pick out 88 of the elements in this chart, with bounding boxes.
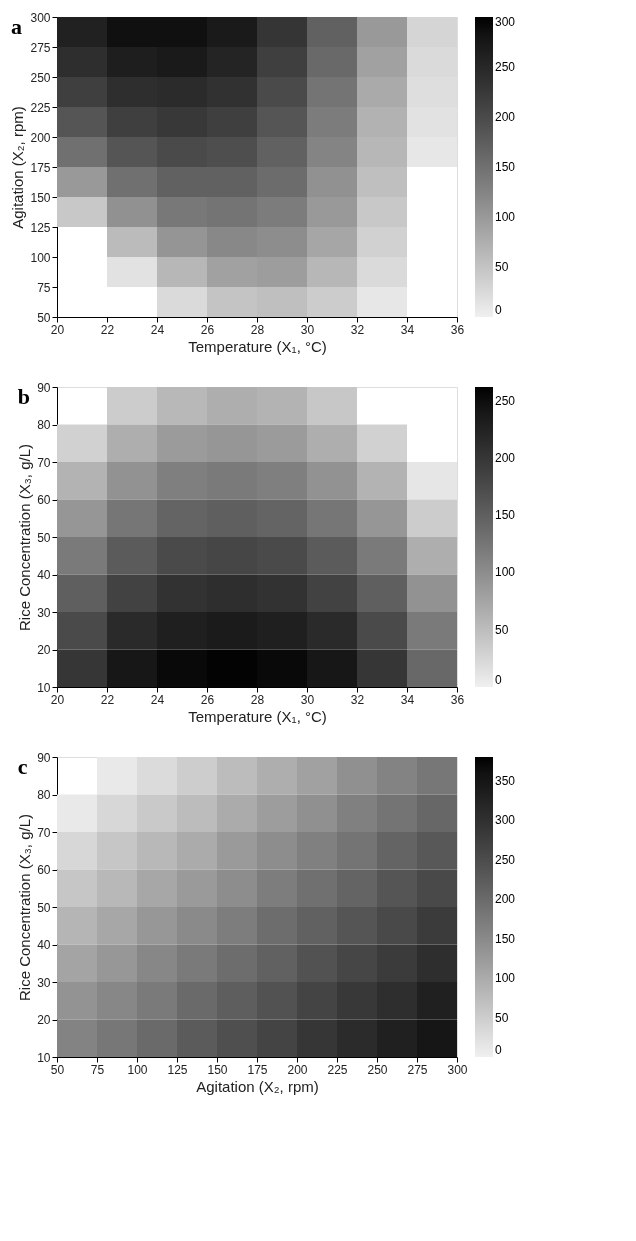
color-bar-label: 0 <box>495 673 502 687</box>
y-tick-label: 75 <box>37 280 51 295</box>
y-tick-label: 20 <box>37 1013 51 1027</box>
x-tick-label: 20 <box>50 692 65 707</box>
color-bar-label: 100 <box>495 210 516 224</box>
y-tick-label: 100 <box>30 250 51 265</box>
y-tick-label: 10 <box>37 680 51 695</box>
color-bar-label: 350 <box>495 773 516 788</box>
x-tick-label: 75 <box>90 1062 105 1077</box>
chart-title: b <box>17 384 30 409</box>
x-tick-label: 150 <box>207 1062 228 1077</box>
x-axis-title: Agitation (X₂, rpm) <box>196 1077 319 1095</box>
y-tick-label: 70 <box>37 825 51 840</box>
color-bar-label: 150 <box>495 160 516 174</box>
color-bar-label: 100 <box>495 971 516 986</box>
color-bar-label: 150 <box>495 508 516 523</box>
y-tick-label: 50 <box>37 530 51 545</box>
y-tick-label: 200 <box>30 130 51 145</box>
x-tick-label: 34 <box>400 322 415 337</box>
y-tick-label: 30 <box>37 975 51 990</box>
y-tick-label: 50 <box>37 900 51 915</box>
x-tick-label: 275 <box>407 1062 428 1077</box>
y-tick-label: 90 <box>37 380 51 395</box>
y-tick-label: 60 <box>37 493 51 507</box>
x-tick-label: 225 <box>327 1062 348 1077</box>
color-bar-label: 100 <box>495 565 516 580</box>
color-bar-label: 300 <box>495 15 516 29</box>
x-tick-label: 30 <box>300 322 315 337</box>
y-tick-label: 150 <box>30 190 51 205</box>
x-tick-label: 22 <box>100 692 115 707</box>
color-bar-label: 250 <box>495 393 516 408</box>
x-tick-label: 34 <box>400 692 415 707</box>
y-tick-label: 90 <box>37 750 51 765</box>
y-tick-label: 250 <box>30 70 51 85</box>
color-bar-label: 200 <box>495 450 516 465</box>
color-bar-label: 50 <box>495 260 509 274</box>
x-tick-label: 200 <box>287 1062 308 1077</box>
x-axis-title: Temperature (X₁, °C) <box>188 707 327 725</box>
x-tick-label: 26 <box>200 692 215 707</box>
x-tick-label: 175 <box>247 1062 268 1077</box>
y-tick-label: 80 <box>37 788 51 802</box>
y-tick-label: 40 <box>37 568 51 582</box>
y-tick-label: 275 <box>30 40 51 55</box>
x-tick-label: 50 <box>50 1062 65 1077</box>
y-tick-label: 60 <box>37 863 51 877</box>
color-bar-label: 300 <box>495 813 516 828</box>
y-tick-label: 300 <box>30 10 51 25</box>
x-tick-label: 28 <box>250 692 265 707</box>
y-tick-label: 30 <box>37 605 51 620</box>
y-tick-label: 175 <box>30 160 51 175</box>
x-tick-label: 250 <box>367 1062 388 1077</box>
x-tick-label: 36 <box>450 322 465 337</box>
color-bar-label: 150 <box>495 931 516 946</box>
x-tick-label: 26 <box>200 322 215 337</box>
y-tick-label: 10 <box>37 1050 51 1065</box>
x-tick-label: 125 <box>167 1062 188 1077</box>
y-axis-title: Agitation (X₂, rpm) <box>9 106 27 229</box>
y-tick-label: 125 <box>30 220 51 235</box>
y-tick-label: 20 <box>37 643 51 657</box>
color-bar-label: 250 <box>495 60 516 74</box>
color-bar-label: 200 <box>495 892 516 907</box>
chart-title: a <box>10 14 22 39</box>
x-tick-label: 24 <box>150 692 165 707</box>
color-bar-label: 250 <box>495 852 516 867</box>
x-tick-label: 32 <box>350 322 365 337</box>
x-tick-label: 28 <box>250 322 265 337</box>
x-tick-label: 100 <box>127 1062 148 1077</box>
x-tick-label: 24 <box>150 322 165 337</box>
x-tick-label: 30 <box>300 692 315 707</box>
chart-title: c <box>17 754 28 779</box>
y-tick-label: 80 <box>37 418 51 432</box>
x-tick-label: 20 <box>50 322 65 337</box>
y-tick-label: 225 <box>30 100 51 115</box>
color-bar-label: 50 <box>495 622 509 637</box>
x-tick-label: 300 <box>447 1062 468 1077</box>
y-axis-title: Rice Concentration (X₃, g/L) <box>16 443 34 632</box>
y-tick-label: 70 <box>37 455 51 470</box>
color-bar-label: 200 <box>495 110 516 124</box>
color-bar-label: 50 <box>495 1010 509 1025</box>
x-tick-label: 32 <box>350 692 365 707</box>
x-tick-label: 22 <box>100 322 115 337</box>
y-tick-label: 50 <box>37 310 51 325</box>
y-tick-label: 40 <box>37 938 51 952</box>
x-axis-title: Temperature (X₁, °C) <box>188 337 327 355</box>
y-axis-title: Rice Concentration (X₃, g/L) <box>16 813 34 1002</box>
color-bar-label: 0 <box>495 303 502 317</box>
color-bar-label: 0 <box>495 1043 502 1057</box>
x-tick-label: 36 <box>450 692 465 707</box>
